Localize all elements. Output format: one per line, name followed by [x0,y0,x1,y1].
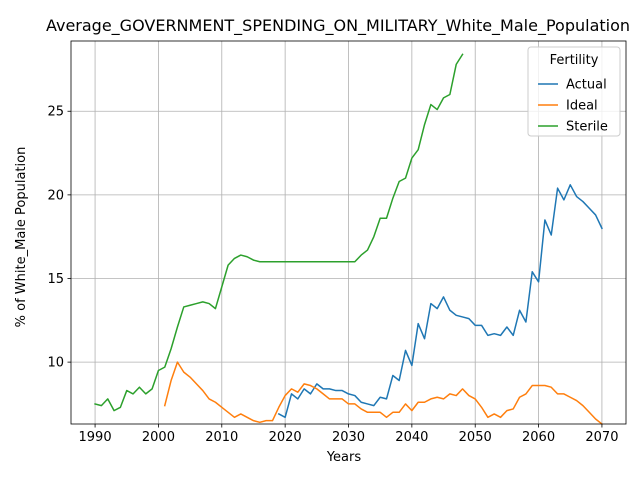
x-tick-label: 2010 [205,430,238,445]
x-tick-label: 2030 [332,430,365,445]
y-tick-label: 10 [47,356,64,371]
x-tick-label: 2070 [585,430,618,445]
x-tick-label: 2050 [459,430,492,445]
y-axis-title: % of White_Male Population [14,147,29,328]
y-tick-label: 20 [47,188,64,203]
legend-label: Ideal [566,99,598,114]
legend-label: Sterile [566,120,608,135]
x-axis-title: Years [326,450,362,465]
legend: Fertility Actual Ideal Sterile [528,47,620,136]
x-tick-label: 2060 [522,430,555,445]
x-tick-label: 2000 [142,430,175,445]
x-tick-label: 2040 [395,430,428,445]
y-tick-label: 15 [47,272,64,287]
x-tick-label: 1990 [79,430,112,445]
y-tick-label: 25 [47,105,64,120]
chart-title: Average_GOVERNMENT_SPENDING_ON_MILITARY_… [46,16,630,36]
legend-label: Actual [566,78,607,93]
legend-title: Fertility [550,53,599,68]
x-tick-label: 2020 [269,430,302,445]
